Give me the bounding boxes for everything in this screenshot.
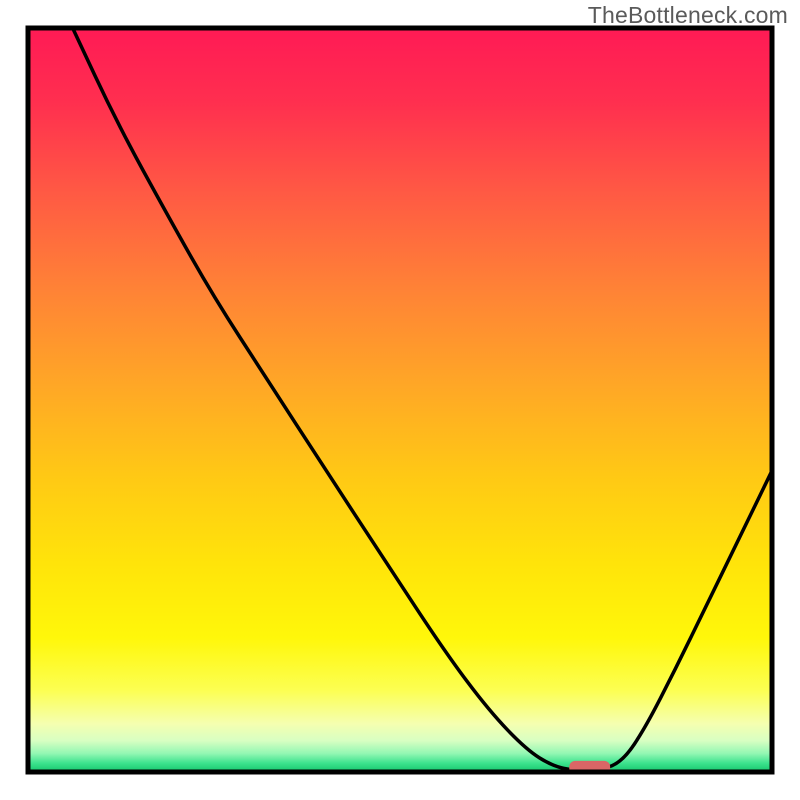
chart-svg xyxy=(0,0,800,800)
watermark-text: TheBottleneck.com xyxy=(588,2,788,29)
gradient-background xyxy=(28,28,772,772)
chart-container: TheBottleneck.com xyxy=(0,0,800,800)
